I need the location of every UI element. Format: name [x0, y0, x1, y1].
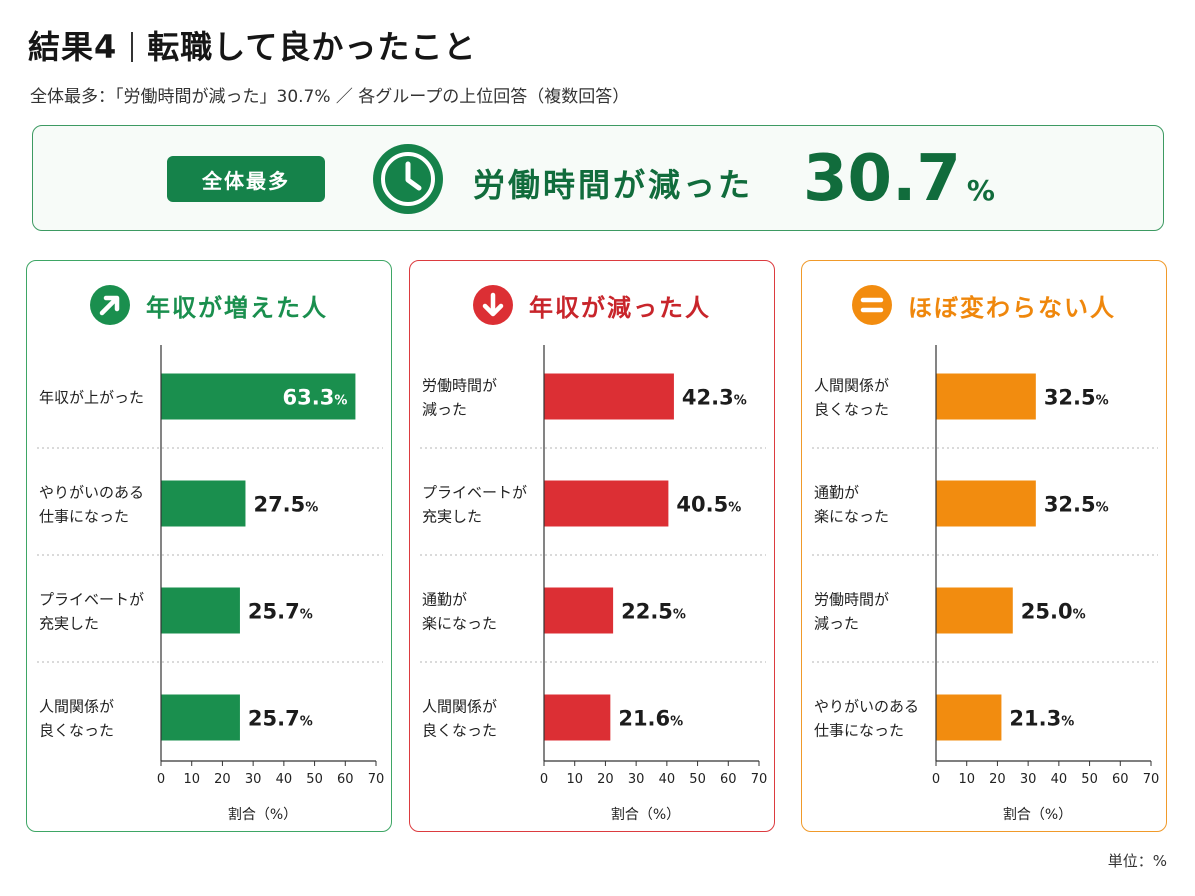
x-tick-label: 40: [659, 772, 676, 787]
bar: [161, 373, 356, 420]
data-label: 63.3%: [283, 386, 348, 410]
panel-income-up: 年収が増えた人 年収が上がった 63.3% やりがいのある仕事になった 27.5% プラ…: [26, 260, 392, 832]
overall-top-label: 労働時間が減った: [473, 166, 754, 204]
category-label: 労働時間が減った: [814, 591, 889, 633]
x-tick-label: 30: [245, 772, 262, 787]
bar: [936, 694, 1002, 741]
chart-income-down: 労働時間が減った 42.3% プライベートが充実した 40.5% 通勤が楽になった 22.…: [420, 345, 768, 823]
bar: [544, 587, 614, 634]
x-tick-label: 30: [1020, 772, 1037, 787]
category-label: やりがいのある仕事になった: [39, 484, 144, 526]
category-label: 通勤が楽になった: [422, 591, 497, 633]
category-label: プライベートが充実した: [422, 484, 527, 526]
bar: [936, 373, 1036, 420]
x-tick-label: 20: [597, 772, 614, 787]
x-tick-label: 50: [306, 772, 323, 787]
x-tick-label: 30: [628, 772, 645, 787]
x-axis-label: 割合（%）: [611, 806, 680, 823]
panel-title: 年収が増えた人: [146, 293, 328, 322]
panel-header: 年収が減った人: [410, 283, 774, 327]
x-tick-label: 0: [932, 772, 940, 787]
data-label: 32.5%: [1044, 386, 1109, 410]
panel-title: ほぼ変わらない人: [908, 293, 1116, 322]
overall-top-banner: 全体最多 労働時間が減った 30.7%: [32, 125, 1164, 231]
data-label: 21.3%: [1009, 707, 1074, 731]
panel-income-same: ほぼ変わらない人 人間関係が良くなった 32.5% 通勤が楽になった 32.5% 労働時…: [801, 260, 1167, 832]
panel-title: 年収が減った人: [529, 293, 711, 322]
x-tick-label: 70: [1143, 772, 1160, 787]
data-label: 25.7%: [248, 600, 313, 624]
overall-top-unit: %: [966, 174, 995, 207]
x-tick-label: 40: [276, 772, 293, 787]
data-label: 25.0%: [1021, 600, 1086, 624]
x-tick-label: 20: [989, 772, 1006, 787]
bar: [936, 480, 1036, 527]
data-label: 42.3%: [682, 386, 747, 410]
x-tick-label: 50: [1081, 772, 1098, 787]
panel-income-down: 年収が減った人 労働時間が減った 42.3% プライベートが充実した 40.5% 通勤が…: [409, 260, 775, 832]
data-label: 22.5%: [621, 600, 686, 624]
chart-income-same: 人間関係が良くなった 32.5% 通勤が楽になった 32.5% 労働時間が減った 25.0…: [812, 345, 1160, 823]
x-tick-label: 60: [1112, 772, 1129, 787]
x-tick-label: 20: [214, 772, 231, 787]
bar: [544, 480, 669, 527]
bar: [544, 373, 674, 420]
category-label: やりがいのある仕事になった: [814, 698, 919, 740]
bar: [544, 694, 611, 741]
bar: [161, 587, 240, 634]
x-axis-label: 割合（%）: [228, 806, 297, 823]
data-label: 32.5%: [1044, 493, 1109, 517]
panel-header: 年収が増えた人: [27, 283, 391, 327]
x-tick-label: 10: [958, 772, 975, 787]
unit-note: 単位：%: [1107, 852, 1167, 870]
x-tick-label: 60: [337, 772, 354, 787]
x-tick-label: 10: [183, 772, 200, 787]
x-tick-label: 0: [157, 772, 165, 787]
data-label: 25.7%: [248, 707, 313, 731]
x-tick-label: 50: [689, 772, 706, 787]
x-tick-label: 0: [540, 772, 548, 787]
category-label: 人間関係が良くなった: [814, 377, 889, 419]
data-label: 21.6%: [618, 707, 683, 731]
x-tick-label: 60: [720, 772, 737, 787]
bar: [161, 694, 240, 741]
title-separator: [131, 32, 134, 62]
title-sub: 転職して良かったこと: [147, 28, 477, 66]
page-title: 結果4 転職して良かったこと: [28, 22, 476, 68]
x-tick-label: 40: [1051, 772, 1068, 787]
category-label: 年収が上がった: [39, 389, 144, 407]
chart-income-up: 年収が上がった 63.3% やりがいのある仕事になった 27.5% プライベートが充実し…: [37, 345, 385, 823]
category-label: 人間関係が良くなった: [39, 698, 114, 740]
data-label: 27.5%: [253, 493, 318, 517]
overall-top-tag: 全体最多: [167, 156, 325, 202]
data-label: 40.5%: [676, 493, 741, 517]
category-label: 労働時間が減った: [422, 377, 497, 419]
page-subtitle: 全体最多：「労働時間が減った」30.7% ／ 各グループの上位回答（複数回答）: [30, 87, 630, 107]
x-tick-label: 70: [751, 772, 768, 787]
category-label: 人間関係が良くなった: [422, 698, 497, 740]
arrow-up-right-icon: [90, 285, 130, 325]
panel-header: ほぼ変わらない人: [802, 283, 1166, 327]
x-axis-label: 割合（%）: [1003, 806, 1072, 823]
overall-top-number: 30.7: [803, 142, 961, 216]
equals-icon: [852, 285, 892, 325]
category-label: プライベートが充実した: [39, 591, 144, 633]
bar: [936, 587, 1013, 634]
x-tick-label: 70: [368, 772, 385, 787]
clock-icon: [373, 144, 443, 214]
title-main: 結果4: [28, 28, 118, 66]
bar: [161, 480, 246, 527]
overall-top-value: 30.7%: [803, 142, 995, 216]
arrow-down-icon: [473, 285, 513, 325]
x-tick-label: 10: [566, 772, 583, 787]
category-label: 通勤が楽になった: [814, 484, 889, 526]
